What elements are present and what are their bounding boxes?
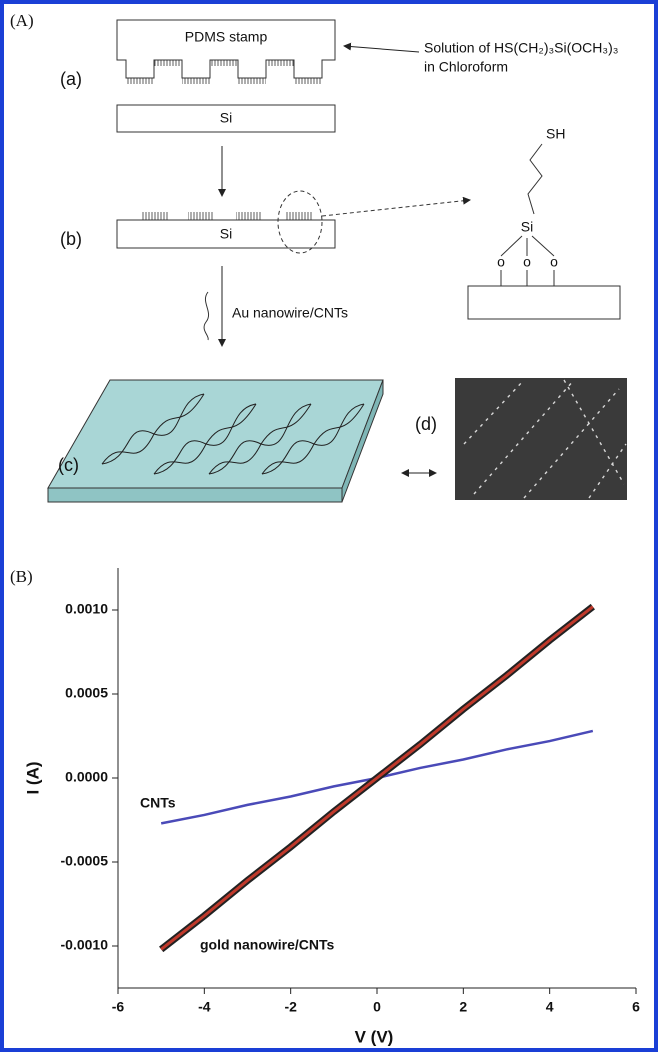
monolayer bbox=[188, 212, 214, 220]
x-tick-label: -4 bbox=[198, 999, 211, 1015]
monolayer bbox=[142, 212, 168, 220]
nanowire-icon bbox=[204, 292, 209, 340]
thiol-label: SH bbox=[546, 126, 565, 142]
series-label: gold nanowire/CNTs bbox=[200, 937, 335, 953]
monolayer bbox=[236, 212, 262, 220]
y-tick-label: 0.0005 bbox=[65, 685, 108, 701]
zoom-arrow bbox=[322, 200, 470, 216]
ink bbox=[182, 78, 210, 84]
series-line bbox=[161, 607, 593, 950]
substrate-front bbox=[48, 488, 342, 502]
ink bbox=[238, 78, 266, 84]
y-tick-label: -0.0010 bbox=[61, 937, 109, 953]
figure: (A) PDMS stamp Solution of HS(CH₂)₃Si(OC… bbox=[0, 0, 658, 1052]
panel-b: (B) V (V) I (A) -6 -4 -2 0 2 4 6 -0.0010 -0.0005… bbox=[10, 567, 640, 1047]
substrate bbox=[468, 286, 620, 319]
stamp-label: PDMS stamp bbox=[185, 29, 268, 45]
ink bbox=[154, 60, 182, 66]
oxygen-label: o bbox=[497, 254, 505, 270]
x-tick-label: 2 bbox=[459, 999, 467, 1015]
figure-canvas: (A) PDMS stamp Solution of HS(CH₂)₃Si(OC… bbox=[4, 4, 654, 1048]
panel-a: (A) PDMS stamp Solution of HS(CH₂)₃Si(OC… bbox=[10, 11, 627, 502]
y-tick-label: 0.0010 bbox=[65, 601, 108, 617]
substrate-label: Si bbox=[220, 226, 232, 242]
sem-image bbox=[455, 378, 627, 500]
step-label: (d) bbox=[415, 414, 437, 434]
x-tick-label: -2 bbox=[284, 999, 297, 1015]
step-label: (a) bbox=[60, 69, 82, 89]
x-tick-label: 6 bbox=[632, 999, 640, 1015]
x-tick-label: 4 bbox=[546, 999, 554, 1015]
ink bbox=[210, 60, 238, 66]
panel-label: (A) bbox=[10, 11, 34, 30]
step-label: (c) bbox=[58, 455, 79, 475]
ink bbox=[126, 78, 154, 84]
monolayer bbox=[286, 212, 312, 220]
solution-label: in Chloroform bbox=[424, 59, 508, 75]
ink bbox=[294, 78, 322, 84]
x-tick-label: 0 bbox=[373, 999, 381, 1015]
y-tick-label: -0.0005 bbox=[61, 853, 109, 869]
alkyl-chain bbox=[528, 144, 542, 214]
silicon-label: Si bbox=[521, 219, 533, 235]
x-tick-label: -6 bbox=[112, 999, 125, 1015]
x-axis-label: V (V) bbox=[355, 1027, 394, 1046]
oxygen-label: o bbox=[550, 254, 558, 270]
deposit-label: Au nanowire/CNTs bbox=[232, 305, 348, 321]
substrate-label: Si bbox=[220, 110, 232, 126]
ink bbox=[266, 60, 294, 66]
panel-label: (B) bbox=[10, 567, 33, 586]
y-axis-label: I (A) bbox=[23, 761, 42, 794]
y-tick-label: 0.0000 bbox=[65, 769, 108, 785]
solution-label: Solution of HS(CH₂)₃Si(OCH₃)₃ bbox=[424, 40, 618, 56]
series-label: CNTs bbox=[140, 795, 176, 811]
oxygen-label: o bbox=[523, 254, 531, 270]
step-label: (b) bbox=[60, 229, 82, 249]
arrow bbox=[344, 46, 419, 52]
